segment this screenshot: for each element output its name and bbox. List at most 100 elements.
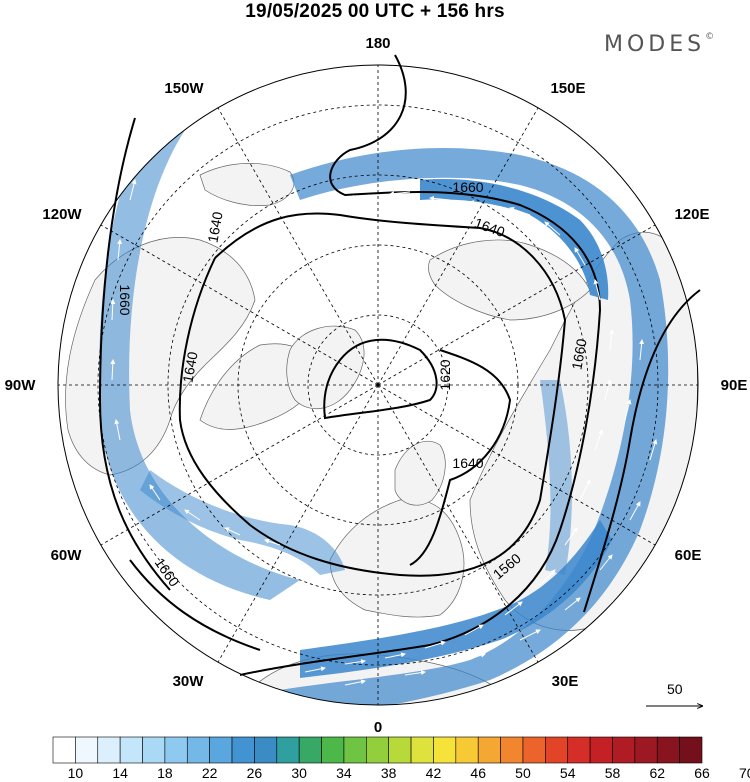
wind-vector-arrow [224, 527, 241, 536]
wind-vector-arrow [110, 359, 116, 381]
longitude-label: 60W [51, 547, 83, 564]
land-scandinavia [394, 440, 446, 506]
colorbar-swatch [545, 736, 569, 764]
latitude-circle [307, 314, 449, 456]
height-contour-line [239, 54, 602, 676]
wind-vector-arrow [594, 429, 604, 451]
wind-vector-arrow [609, 329, 615, 351]
height-contour-line [178, 212, 567, 577]
wind-vector-arrow [384, 652, 406, 659]
colorbar-swatch [343, 736, 367, 764]
jet-stream-band [420, 179, 609, 300]
wind-vector-arrow [544, 221, 561, 236]
jet-stream-band [140, 470, 345, 575]
land-alaska [199, 163, 295, 206]
colorbar-swatch [679, 736, 703, 764]
height-contour-line [409, 349, 512, 566]
wind-vector-arrow [564, 597, 581, 611]
colorbar-swatch [455, 736, 479, 764]
wind-speed-fill [99, 120, 669, 705]
contour-label: 1660 [117, 284, 133, 315]
contour-label: 1640 [179, 350, 200, 384]
colorbar-swatch [209, 736, 233, 764]
graticule [58, 65, 698, 705]
colorbar-swatch [142, 736, 166, 764]
contour-label: 1660 [568, 337, 589, 371]
colorbar-swatch [321, 736, 345, 764]
land-greenland [286, 325, 365, 409]
wind-vector-arrow [593, 279, 601, 301]
wind-vector-arrow [639, 339, 645, 361]
wind-vector-arrow [424, 640, 446, 649]
longitude-label: 90W [5, 377, 37, 394]
colorbar-swatch [567, 736, 591, 764]
colorbar-tick-label: 62 [649, 765, 665, 781]
wind-vector-arrow [649, 439, 658, 461]
map-title: 19/05/2025 00 UTC + 156 hrs [245, 1, 505, 22]
height-contour-line [98, 117, 171, 591]
jet-stream-band [540, 380, 572, 575]
colorbar-swatch [500, 736, 524, 764]
jet-stream-band [300, 520, 612, 678]
wind-vector-arrow [574, 247, 586, 266]
colorbar-swatch [656, 736, 680, 764]
wind-vector-arrow [629, 501, 641, 521]
colorbar-tick-label: 22 [202, 765, 218, 781]
wind-vector-arrow [519, 629, 541, 641]
colorbar-swatch [254, 736, 278, 764]
contour-label: 1660 [452, 179, 483, 195]
brand-text: MODES [604, 32, 706, 57]
height-contour-line [323, 338, 438, 420]
wind-vector-arrow [184, 509, 201, 521]
colorbar-swatch [388, 736, 412, 764]
wind-reference: 50 [646, 681, 702, 706]
colorbar-tick-label: 34 [336, 765, 352, 781]
wind-vector-arrow [309, 199, 331, 207]
contour-label: 1640 [452, 455, 483, 471]
longitude-label: 0 [374, 719, 382, 736]
wind-vector-arrow [464, 624, 484, 636]
colorbar-tick-label: 50 [515, 765, 531, 781]
wind-vector-arrow [429, 195, 451, 201]
meridian-line [377, 384, 539, 663]
meridian-line [377, 224, 656, 386]
height-contour-line [129, 559, 261, 651]
colorbar-swatch [634, 736, 658, 764]
brand-logo: MODES© [604, 32, 714, 57]
meridian-line [217, 384, 379, 663]
wind-vector-arrow [404, 670, 426, 676]
colorbar-swatch [119, 736, 143, 764]
height-contour-line [583, 289, 701, 613]
colorbar-swatch [589, 736, 613, 764]
colorbar-swatch [75, 736, 99, 764]
wind-vector-arrow [599, 554, 613, 571]
colorbar-swatch [366, 736, 389, 764]
colorbar-swatch [164, 736, 188, 764]
longitude-labels: 180 150E 120E 90E 60E 30E 0 30W 60W 90W 120W 150W [5, 35, 748, 736]
wind-vector-arrow [117, 239, 123, 261]
contour-label: 1640 [204, 210, 225, 244]
colorbar-swatch [477, 736, 501, 764]
colorbar-tick-label: 66 [694, 765, 710, 781]
colorbar-swatch [298, 736, 322, 764]
wind-vector-arrow [264, 538, 281, 546]
colorbar-swatch [433, 736, 457, 764]
wind-vector-arrow [564, 527, 578, 546]
wind-reference-label: 50 [667, 681, 683, 697]
colorbar-swatch [276, 736, 300, 764]
wind-vector-arrow [464, 652, 486, 661]
wind-vector-arrow [344, 679, 366, 686]
longitude-label: 30W [173, 673, 205, 690]
colorbar: 10 14 18 22 26 30 34 38 42 46 50 54 58 62 66 70 [52, 736, 750, 781]
colorbar-swatch [231, 736, 255, 764]
wind-vector-arrow [509, 206, 531, 216]
wind-vector-arrow [349, 194, 371, 200]
meridian-line [377, 107, 539, 386]
longitude-label: 90E [721, 377, 748, 394]
colorbar-swatch [410, 736, 434, 764]
wind-vector-arrow [149, 484, 161, 501]
meridian-line [377, 384, 656, 546]
colorbar-swatch [52, 736, 76, 764]
